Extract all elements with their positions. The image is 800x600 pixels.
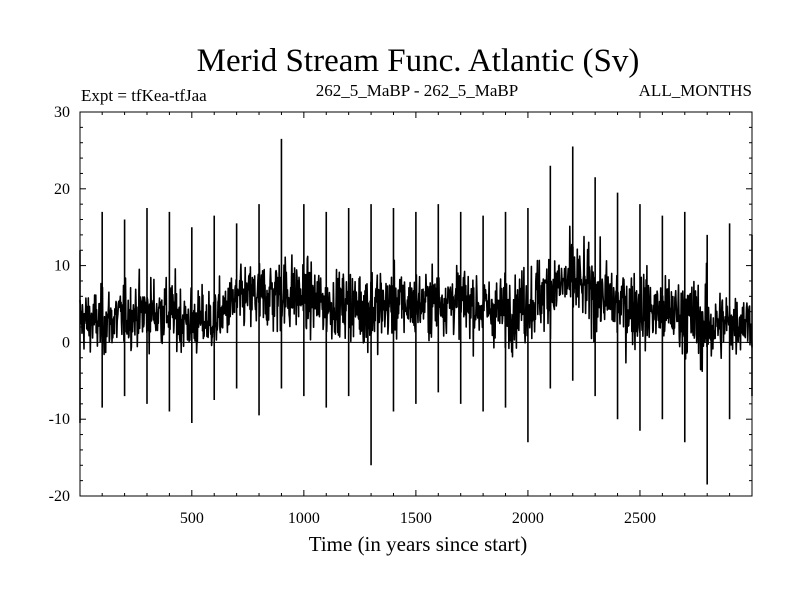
chart-title: Merid Stream Func. Atlantic (Sv) — [197, 43, 640, 79]
x-tick-label: 1000 — [288, 510, 320, 527]
y-tick-label: 20 — [54, 181, 70, 198]
y-tick-label: 10 — [54, 258, 70, 275]
x-axis-label: Time (in years since start) — [309, 532, 528, 556]
y-tick-label: 0 — [62, 334, 70, 351]
x-tick-label: 500 — [180, 510, 204, 527]
period-label: 262_5_MaBP - 262_5_MaBP — [316, 81, 518, 100]
experiment-label: Expt = tfKea-tfJaa — [81, 86, 207, 105]
y-tick-label: 30 — [54, 104, 70, 121]
plot-area: -20 -10 0 10 20 30 500 1000 1500 2000 2500 — [49, 104, 753, 527]
months-label: ALL_MONTHS — [639, 81, 752, 100]
x-tick-label: 1500 — [400, 510, 432, 527]
x-tick-label: 2500 — [624, 510, 656, 527]
y-tick-label: -10 — [49, 411, 70, 428]
x-tick-label: 2000 — [512, 510, 544, 527]
y-tick-label: -20 — [49, 488, 70, 505]
